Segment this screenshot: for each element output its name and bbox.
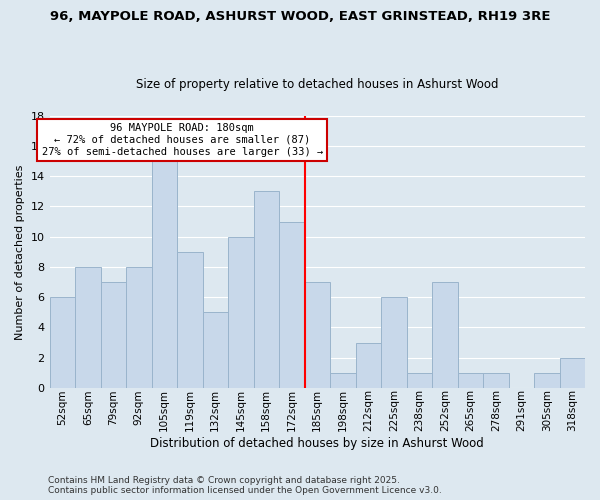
Bar bbox=[177, 252, 203, 388]
Title: Size of property relative to detached houses in Ashurst Wood: Size of property relative to detached ho… bbox=[136, 78, 499, 91]
Bar bbox=[50, 297, 75, 388]
Y-axis label: Number of detached properties: Number of detached properties bbox=[15, 164, 25, 340]
Bar bbox=[483, 373, 509, 388]
Bar bbox=[254, 192, 279, 388]
Bar bbox=[305, 282, 330, 388]
Bar bbox=[432, 282, 458, 388]
Bar bbox=[458, 373, 483, 388]
Bar bbox=[228, 236, 254, 388]
Text: 96, MAYPOLE ROAD, ASHURST WOOD, EAST GRINSTEAD, RH19 3RE: 96, MAYPOLE ROAD, ASHURST WOOD, EAST GRI… bbox=[50, 10, 550, 23]
Bar bbox=[560, 358, 585, 388]
Bar bbox=[381, 297, 407, 388]
Text: Contains HM Land Registry data © Crown copyright and database right 2025.
Contai: Contains HM Land Registry data © Crown c… bbox=[48, 476, 442, 495]
Bar bbox=[407, 373, 432, 388]
Bar bbox=[356, 342, 381, 388]
Bar bbox=[75, 267, 101, 388]
Bar bbox=[534, 373, 560, 388]
Bar bbox=[330, 373, 356, 388]
Text: 96 MAYPOLE ROAD: 180sqm
← 72% of detached houses are smaller (87)
27% of semi-de: 96 MAYPOLE ROAD: 180sqm ← 72% of detache… bbox=[41, 124, 323, 156]
Bar bbox=[152, 161, 177, 388]
X-axis label: Distribution of detached houses by size in Ashurst Wood: Distribution of detached houses by size … bbox=[151, 437, 484, 450]
Bar bbox=[101, 282, 126, 388]
Bar bbox=[203, 312, 228, 388]
Bar bbox=[126, 267, 152, 388]
Bar bbox=[279, 222, 305, 388]
